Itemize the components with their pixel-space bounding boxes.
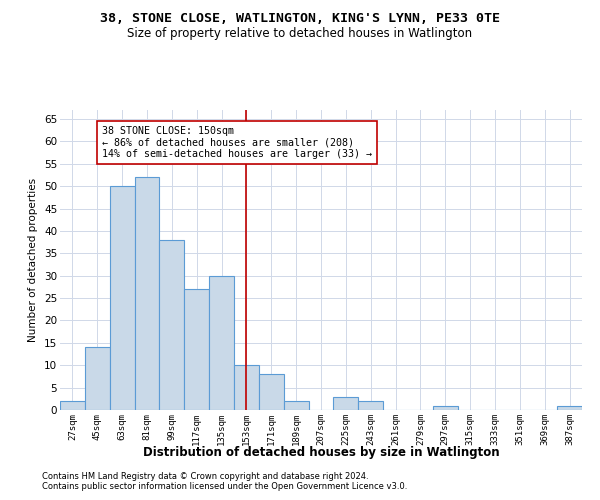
Bar [234, 365, 259, 410]
Text: Contains HM Land Registry data © Crown copyright and database right 2024.: Contains HM Land Registry data © Crown c… [42, 472, 368, 481]
Bar [134, 177, 160, 410]
Bar [433, 406, 458, 410]
Text: Contains public sector information licensed under the Open Government Licence v3: Contains public sector information licen… [42, 482, 407, 491]
Bar [284, 401, 308, 410]
Bar [85, 348, 110, 410]
Text: Size of property relative to detached houses in Watlington: Size of property relative to detached ho… [127, 28, 473, 40]
Text: 38, STONE CLOSE, WATLINGTON, KING'S LYNN, PE33 0TE: 38, STONE CLOSE, WATLINGTON, KING'S LYNN… [100, 12, 500, 26]
Bar [160, 240, 184, 410]
Y-axis label: Number of detached properties: Number of detached properties [28, 178, 38, 342]
Bar [209, 276, 234, 410]
Bar [184, 289, 209, 410]
Bar [110, 186, 134, 410]
Text: Distribution of detached houses by size in Watlington: Distribution of detached houses by size … [143, 446, 499, 459]
Bar [334, 396, 358, 410]
Bar [358, 401, 383, 410]
Bar [259, 374, 284, 410]
Bar [557, 406, 582, 410]
Text: 38 STONE CLOSE: 150sqm
← 86% of detached houses are smaller (208)
14% of semi-de: 38 STONE CLOSE: 150sqm ← 86% of detached… [102, 126, 372, 159]
Bar [60, 401, 85, 410]
